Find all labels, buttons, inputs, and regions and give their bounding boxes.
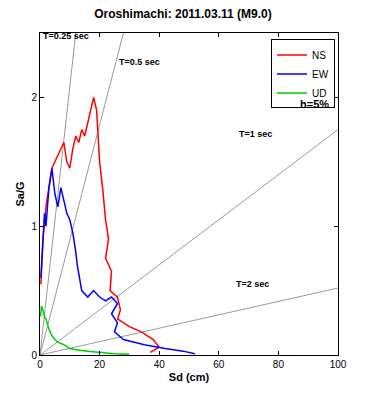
svg-text:EW: EW: [312, 69, 329, 80]
svg-text:0: 0: [37, 359, 43, 370]
svg-text:UD: UD: [312, 88, 326, 99]
svg-text:60: 60: [213, 359, 225, 370]
svg-text:20: 20: [94, 359, 106, 370]
svg-text:2: 2: [31, 92, 37, 103]
svg-text:40: 40: [154, 359, 166, 370]
svg-text:Oroshimachi: 2011.03.11 (M9.0): Oroshimachi: 2011.03.11 (M9.0): [94, 7, 271, 21]
svg-text:1: 1: [31, 221, 37, 232]
svg-text:Sa/G: Sa/G: [14, 181, 26, 206]
svg-text:h=5%: h=5%: [300, 98, 329, 110]
svg-text:0: 0: [31, 350, 37, 361]
svg-text:T=1 sec: T=1 sec: [239, 129, 272, 139]
svg-text:Sd (cm): Sd (cm): [169, 371, 210, 383]
svg-text:T=2 sec: T=2 sec: [236, 279, 269, 289]
svg-text:80: 80: [273, 359, 285, 370]
svg-text:T=0.5 sec: T=0.5 sec: [119, 57, 160, 67]
svg-text:100: 100: [330, 359, 347, 370]
svg-text:NS: NS: [312, 50, 326, 61]
svg-text:T=0.25 sec: T=0.25 sec: [43, 31, 89, 41]
